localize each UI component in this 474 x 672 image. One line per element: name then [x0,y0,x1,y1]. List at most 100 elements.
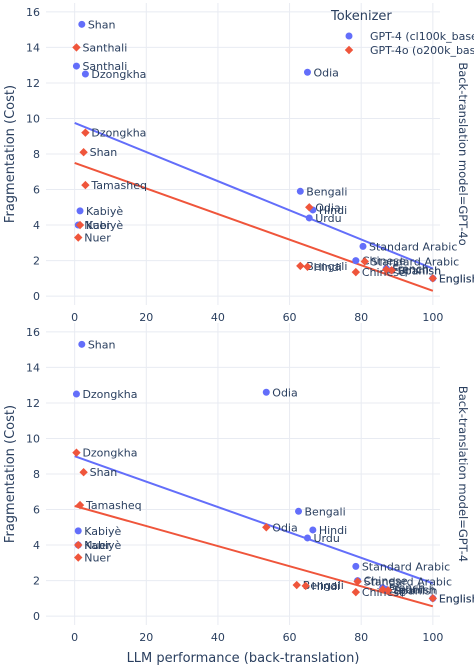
point-label: Dzongkha [82,388,137,401]
data-point [351,587,361,597]
data-point [72,43,81,52]
point-label: Bengali [306,185,347,198]
data-point [303,534,311,542]
point-label: Spanish [392,583,435,596]
x-tick-label: 100 [422,631,443,644]
y-axis-title: Fragmentation (Cost) [3,85,18,223]
data-point [428,274,438,283]
x-tick-label: 0 [71,311,78,324]
data-point [305,203,314,212]
x-tick-label: 20 [139,631,153,644]
data-point [351,267,361,277]
point-label: Dzongkha [82,447,137,460]
data-point [262,388,270,396]
point-label: Chinese [362,266,406,279]
point-label: French [392,263,429,276]
point-label: Urdu [315,212,341,225]
x-axis-title: LLM performance (back-translation) [127,651,360,666]
data-point [296,261,305,271]
y-tick-label: 16 [26,6,40,19]
y-tick-label: 10 [26,432,40,445]
data-point [309,526,317,534]
data-point [74,540,83,550]
y-tick-label: 2 [33,575,40,588]
legend-marker [345,32,353,40]
point-label: Santhali [82,41,127,54]
legend: Tokenizer GPT-4 (cl100k_base)GPT-4o (o200… [330,9,474,57]
point-label: Hindi [313,261,341,274]
point-label: English [439,592,474,605]
y-tick-label: 14 [26,41,40,54]
data-point [81,128,90,137]
point-label: Kabiyè [86,219,123,232]
data-point [387,266,396,275]
point-label: Spanish [398,264,441,277]
data-point [303,68,311,76]
point-label: English [439,272,474,285]
point-label: Urdu [313,532,339,545]
legend-marker [344,45,354,55]
legend-label: GPT-4o (o200k_base) [370,44,474,57]
point-label: Standard Arabic [362,560,450,573]
data-point [352,257,360,265]
point-label: Odia [272,521,297,534]
y-tick-label: 4 [33,219,40,232]
data-point [382,265,391,274]
data-point [79,468,88,477]
point-label: Shan [90,146,118,159]
point-label: Shan [88,18,116,31]
point-label: Nuer [84,231,111,244]
facet-label: Back-translation model=GPT-4o [456,62,470,245]
x-tick-label: 60 [283,311,297,324]
data-point [74,233,83,242]
data-point [75,500,85,510]
x-tick-label: 60 [283,631,297,644]
y-tick-label: 12 [26,397,40,410]
point-label: Standard Arabic [364,575,452,588]
point-label: Santhali [82,60,127,73]
y-tick-label: 0 [33,610,40,623]
data-point [262,523,271,532]
point-label: Hindi [312,580,340,593]
point-label: Standard Arabic [369,240,457,253]
x-tick-label: 20 [139,311,153,324]
point-label: French [392,263,429,276]
point-label: Standard Arabic [371,255,459,268]
data-point [76,207,84,215]
data-point [303,262,312,272]
panel-2: 0 2 4 6 8 10 12 14 16 0 20 40 60 80 100 Fragmentation (… [3,323,474,644]
point-label: Dzongkha [91,68,146,81]
y-tick-label: 10 [26,112,40,125]
y-tick-label: 6 [33,184,40,197]
y-tick-label: 0 [33,290,40,303]
point-label: Nuer [84,539,111,552]
point-label: Shan [88,338,116,351]
y-tick-label: 16 [26,326,40,339]
trendline [74,121,434,270]
point-label: French [389,582,426,595]
data-point [296,187,304,195]
point-label: Odia [315,201,340,214]
point-label: Nuer [84,219,111,232]
point-label: Bengali [303,579,344,592]
data-point [78,340,86,348]
legend-title: Tokenizer [330,9,392,24]
x-tick-label: 40 [211,631,225,644]
point-label: Odia [313,66,338,79]
point-label: Hindi [319,204,347,217]
y-tick-label: 8 [33,148,40,161]
point-label: Chinese [362,586,406,599]
point-label: Kabiyè [84,525,121,538]
point-label: Kabiyè [86,205,123,218]
point-label: Tamasheq [85,499,142,512]
data-point [72,390,80,398]
data-point [295,507,303,515]
y-tick-label: 12 [26,77,40,90]
data-point [74,553,83,562]
x-tick-label: 40 [211,311,225,324]
y-tick-label: 4 [33,539,40,552]
point-label: Spanish [398,264,441,277]
data-point [383,586,393,595]
point-label: Kabiyè [84,539,121,552]
